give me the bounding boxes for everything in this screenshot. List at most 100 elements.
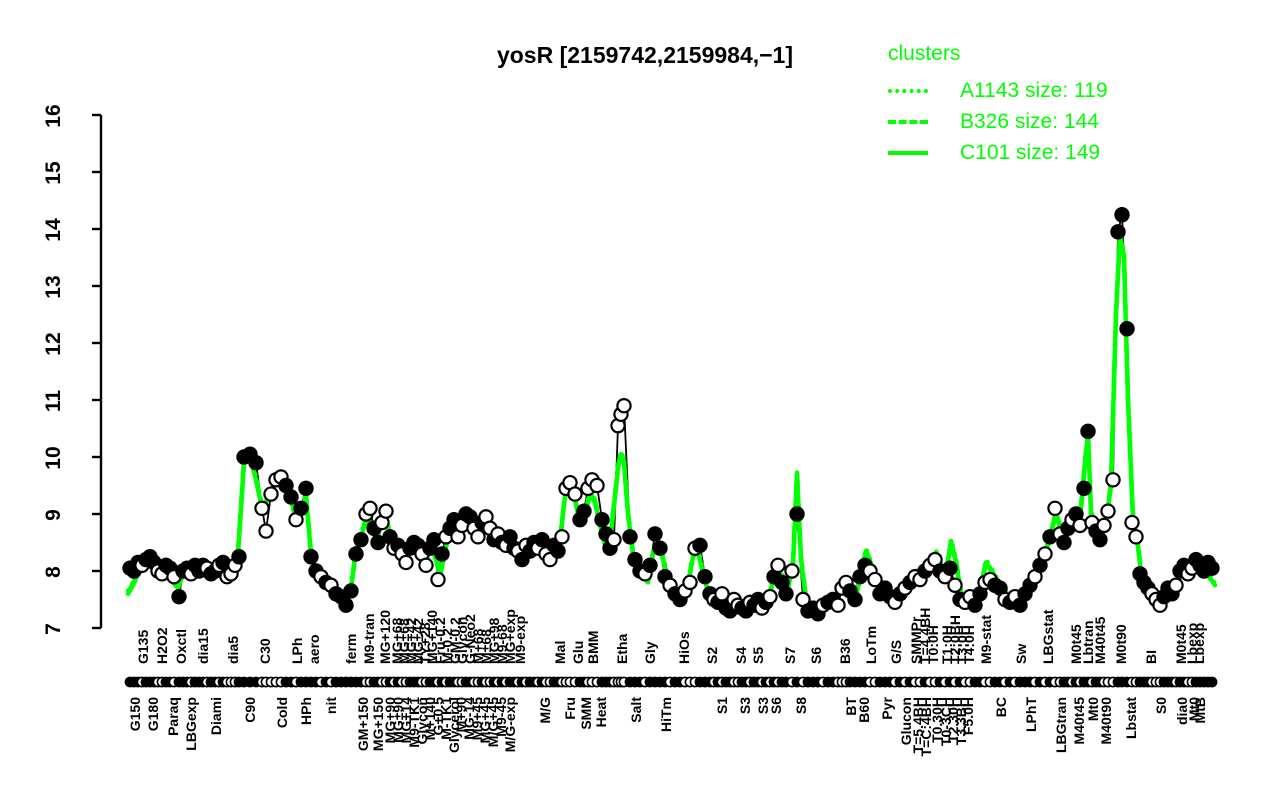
- data-point-filled: [847, 591, 863, 608]
- data-point-open: [682, 574, 698, 591]
- x-label-bottom: LPhT: [1023, 697, 1039, 732]
- x-label-top: T2:0BH: [947, 615, 963, 664]
- x-label-top: S2: [704, 647, 720, 664]
- data-point-filled: [343, 583, 359, 599]
- data-point-filled: [534, 531, 550, 548]
- x-label-bottom: dia0: [1174, 697, 1190, 725]
- x-label-bottom: M+140: [422, 697, 438, 740]
- x-label-top: S7: [782, 647, 798, 664]
- data-point-filled: [789, 506, 805, 522]
- y-tick-label: 16: [42, 104, 65, 127]
- data-point-filled: [942, 560, 958, 576]
- data-point-open: [418, 557, 434, 574]
- legend-row-c101: C101 size: 149: [888, 137, 1108, 168]
- x-label-top: BMM: [585, 631, 601, 664]
- x-label-bottom: Glycerol: [446, 697, 462, 753]
- x-label-bottom: M9-45: [493, 697, 509, 737]
- x-label-top: T0:0H: [925, 625, 941, 664]
- x-label-top: dia15: [195, 628, 211, 664]
- data-point-open: [1096, 517, 1112, 534]
- x-label-top: MG+140: [424, 610, 440, 664]
- x-label-bottom: Glycon: [414, 697, 430, 744]
- x-label-bottom: Salt: [628, 697, 644, 723]
- x-label-bottom: M40t90: [1098, 697, 1114, 745]
- data-point-open: [398, 554, 414, 571]
- x-label-top: dia5: [225, 636, 241, 664]
- x-label-top: T=4.4BH: [917, 608, 933, 664]
- x-label-top: MG±42: [410, 618, 426, 664]
- data-point-filled: [576, 503, 592, 519]
- x-label-top: C30: [257, 638, 273, 664]
- data-point-open: [606, 531, 622, 548]
- data-point-filled: [348, 546, 364, 562]
- data-point-filled: [434, 546, 450, 562]
- x-label-top: T1:0H: [939, 625, 955, 664]
- x-label-top: LoTm: [863, 626, 879, 664]
- data-point-open: [867, 571, 883, 588]
- data-point-open: [362, 500, 378, 516]
- x-label-bottom: Fru: [562, 697, 578, 720]
- x-label-bottom: C90: [242, 697, 258, 723]
- data-point-open: [1128, 529, 1144, 545]
- data-point-open: [470, 529, 486, 545]
- x-label-bottom: LBGtran: [1053, 697, 1069, 753]
- x-label-bottom: MtB: [1192, 697, 1208, 723]
- x-label-top: M9-tran: [361, 613, 377, 664]
- data-point-filled: [248, 455, 264, 471]
- dotted-line-sample-icon: [888, 88, 928, 93]
- x-label-bottom: MG+90: [382, 697, 398, 744]
- x-label-bottom: M-TK1: [438, 697, 454, 740]
- data-point-filled: [594, 512, 610, 528]
- y-tick-label: 14: [42, 218, 65, 242]
- x-label-top: MG+exp: [502, 609, 518, 664]
- legend-label: A1143 size: 119: [960, 78, 1108, 102]
- x-label-top: M9-stat: [978, 615, 994, 664]
- x-label-top: SMMPr: [908, 616, 924, 664]
- x-label-bottom: M9+45: [469, 697, 485, 740]
- data-point-filled: [293, 500, 309, 516]
- x-label-top: H2O2: [154, 627, 170, 664]
- data-point-filled: [1076, 480, 1092, 497]
- data-point-filled: [370, 534, 386, 551]
- legend: clusters A1143 size: 119 B326 size: 144 …: [888, 42, 1108, 168]
- data-point-filled: [1080, 423, 1096, 440]
- data-point-filled: [622, 529, 638, 545]
- x-label-top: S4: [733, 647, 749, 664]
- x-label-top: S5: [750, 647, 766, 664]
- data-point-open: [762, 588, 778, 605]
- x-label-bottom: T0-3CH: [938, 697, 954, 746]
- x-label-bottom: T2.30H: [945, 697, 961, 743]
- x-label-bottom: BC: [993, 697, 1009, 717]
- data-point-open: [1105, 472, 1121, 488]
- x-label-bottom: BT: [843, 697, 859, 716]
- data-point-filled: [171, 588, 187, 605]
- x-label-top: Lbexp: [1184, 623, 1200, 664]
- data-point-open: [1037, 546, 1053, 562]
- data-point-open: [1168, 577, 1184, 593]
- x-label-top: Mal: [552, 641, 568, 664]
- x-label-bottom: MG±90: [390, 697, 406, 743]
- dashed-line-sample-icon: [888, 119, 928, 124]
- x-label-top: M+68: [470, 628, 486, 664]
- x-label-top: S6: [808, 647, 824, 664]
- x-label-bottom: GM+150: [355, 697, 371, 751]
- y-tick-label: 13: [42, 275, 65, 298]
- y-tick-label: 15: [42, 161, 65, 185]
- y-tick-label: 7: [42, 623, 65, 635]
- x-label-top: Lbexp: [1191, 623, 1207, 664]
- data-point-open: [378, 503, 394, 519]
- data-point-filled: [778, 586, 794, 602]
- x-label-top: Lbtran: [1080, 620, 1096, 664]
- x-label-top: MG+98: [486, 617, 502, 664]
- data-point-open: [430, 571, 446, 588]
- data-point-filled: [697, 569, 713, 585]
- x-label-bottom: M/G+45: [485, 697, 501, 747]
- x-label-bottom: MG+150: [370, 697, 386, 751]
- x-label-bottom: Paraq: [165, 697, 181, 736]
- x-label-bottom: Glucon: [898, 697, 914, 745]
- x-label-bottom: SMM: [578, 697, 594, 730]
- x-label-top: M0t45: [1173, 624, 1189, 664]
- data-point-filled: [692, 537, 708, 554]
